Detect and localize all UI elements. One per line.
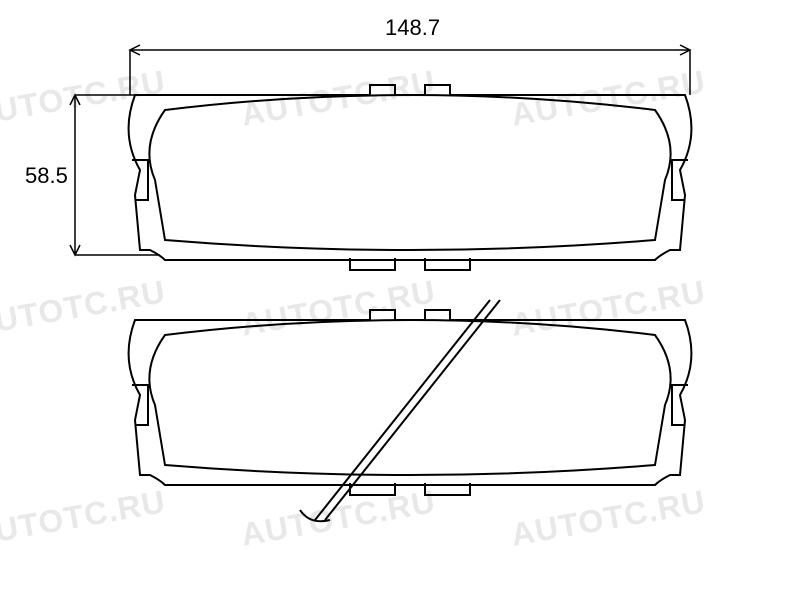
- brake-pad-top: [129, 85, 692, 270]
- technical-drawing: [0, 0, 800, 600]
- dimension-height-label: 58.5: [25, 163, 68, 189]
- dimension-width: [130, 45, 690, 95]
- brake-pad-bottom: [129, 300, 692, 521]
- dimension-height: [70, 95, 160, 255]
- dimension-width-label: 148.7: [385, 15, 440, 41]
- diagram-canvas: AUTOTC.RU AUTOTC.RU AUTOTC.RU AUTOTC.RU …: [0, 0, 800, 600]
